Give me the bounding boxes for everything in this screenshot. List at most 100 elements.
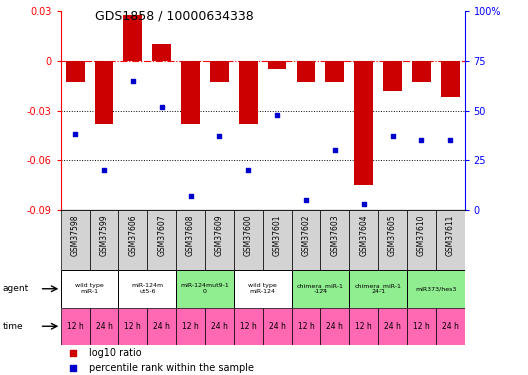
Bar (412, 61, 431, 82)
Point (301, 197, 310, 203)
Bar (349, 270, 407, 308)
Bar (320, 210, 349, 270)
Bar (262, 308, 291, 345)
Bar (66, 61, 84, 82)
Bar (152, 44, 171, 61)
Bar (61, 210, 90, 270)
Text: miR-124m
ut5-6: miR-124m ut5-6 (131, 284, 163, 294)
Text: wild type
miR-1: wild type miR-1 (75, 284, 104, 294)
Bar (90, 308, 118, 345)
Text: GDS1858 / 10000634338: GDS1858 / 10000634338 (95, 9, 254, 22)
Text: GSM37607: GSM37607 (157, 215, 166, 256)
Point (331, 147, 339, 153)
Bar (320, 308, 349, 345)
Bar (239, 61, 258, 124)
Bar (407, 210, 436, 270)
Point (244, 167, 252, 173)
Text: 24 h: 24 h (153, 322, 170, 331)
Bar (297, 61, 315, 82)
Point (417, 138, 426, 144)
Bar (61, 270, 118, 308)
Text: GSM37602: GSM37602 (301, 215, 310, 256)
Text: 12 h: 12 h (125, 322, 141, 331)
Text: GSM37610: GSM37610 (417, 215, 426, 256)
Text: 24 h: 24 h (442, 322, 459, 331)
Bar (436, 210, 465, 270)
Point (157, 104, 166, 110)
Bar (407, 308, 436, 345)
Bar (210, 61, 229, 82)
Text: log10 ratio: log10 ratio (89, 348, 142, 358)
Text: 12 h: 12 h (240, 322, 257, 331)
Bar (205, 210, 234, 270)
Text: 24 h: 24 h (211, 322, 228, 331)
Bar (291, 308, 320, 345)
Bar (349, 308, 378, 345)
Bar (234, 308, 263, 345)
Bar (118, 210, 147, 270)
Text: 24 h: 24 h (269, 322, 286, 331)
Text: percentile rank within the sample: percentile rank within the sample (89, 363, 254, 374)
Text: 24 h: 24 h (326, 322, 343, 331)
Bar (349, 210, 378, 270)
Bar (268, 61, 287, 69)
Text: 24 h: 24 h (96, 322, 112, 331)
Point (100, 167, 108, 173)
Text: 12 h: 12 h (298, 322, 314, 331)
Text: GSM37605: GSM37605 (388, 215, 397, 256)
Bar (176, 270, 234, 308)
Bar (262, 210, 291, 270)
Bar (176, 210, 205, 270)
Bar (436, 308, 465, 345)
Bar (234, 210, 263, 270)
Bar (147, 308, 176, 345)
Text: 24 h: 24 h (384, 322, 401, 331)
Bar (378, 210, 407, 270)
Bar (325, 61, 344, 82)
Text: miR373/hes3: miR373/hes3 (415, 286, 457, 291)
Bar (291, 270, 349, 308)
Text: GSM37609: GSM37609 (215, 215, 224, 256)
Bar (90, 210, 118, 270)
Text: miR-124mut9-1
0: miR-124mut9-1 0 (181, 284, 229, 294)
Text: time: time (3, 322, 23, 331)
Text: GSM37600: GSM37600 (244, 215, 253, 256)
Text: GSM37601: GSM37601 (272, 215, 281, 256)
Text: GSM37603: GSM37603 (331, 215, 340, 256)
Bar (354, 61, 373, 185)
Bar (61, 308, 90, 345)
Bar (441, 61, 459, 98)
Bar (118, 308, 147, 345)
Text: 12 h: 12 h (67, 322, 83, 331)
Point (129, 78, 137, 84)
Text: chimera_miR-1
24-1: chimera_miR-1 24-1 (355, 283, 401, 294)
Point (215, 134, 224, 140)
Bar (291, 210, 320, 270)
Point (446, 138, 455, 144)
Bar (147, 210, 176, 270)
Text: GSM37606: GSM37606 (128, 215, 137, 256)
Text: 12 h: 12 h (413, 322, 430, 331)
Bar (118, 270, 176, 308)
Bar (176, 308, 205, 345)
Text: GSM37604: GSM37604 (359, 215, 368, 256)
Point (69, 365, 77, 371)
Point (69, 350, 77, 356)
Text: GSM37598: GSM37598 (71, 215, 80, 256)
Point (186, 193, 195, 199)
Bar (205, 308, 234, 345)
Bar (181, 61, 200, 124)
Text: GSM37608: GSM37608 (186, 215, 195, 256)
Text: GSM37599: GSM37599 (99, 215, 108, 256)
Point (388, 134, 397, 140)
Point (273, 112, 281, 118)
Point (71, 132, 79, 138)
Text: 12 h: 12 h (182, 322, 199, 331)
Bar (378, 308, 407, 345)
Bar (95, 61, 114, 124)
Text: chimera_miR-1
-124: chimera_miR-1 -124 (297, 283, 344, 294)
Bar (234, 270, 291, 308)
Bar (124, 15, 142, 61)
Bar (383, 61, 402, 91)
Text: wild type
miR-124: wild type miR-124 (248, 284, 277, 294)
